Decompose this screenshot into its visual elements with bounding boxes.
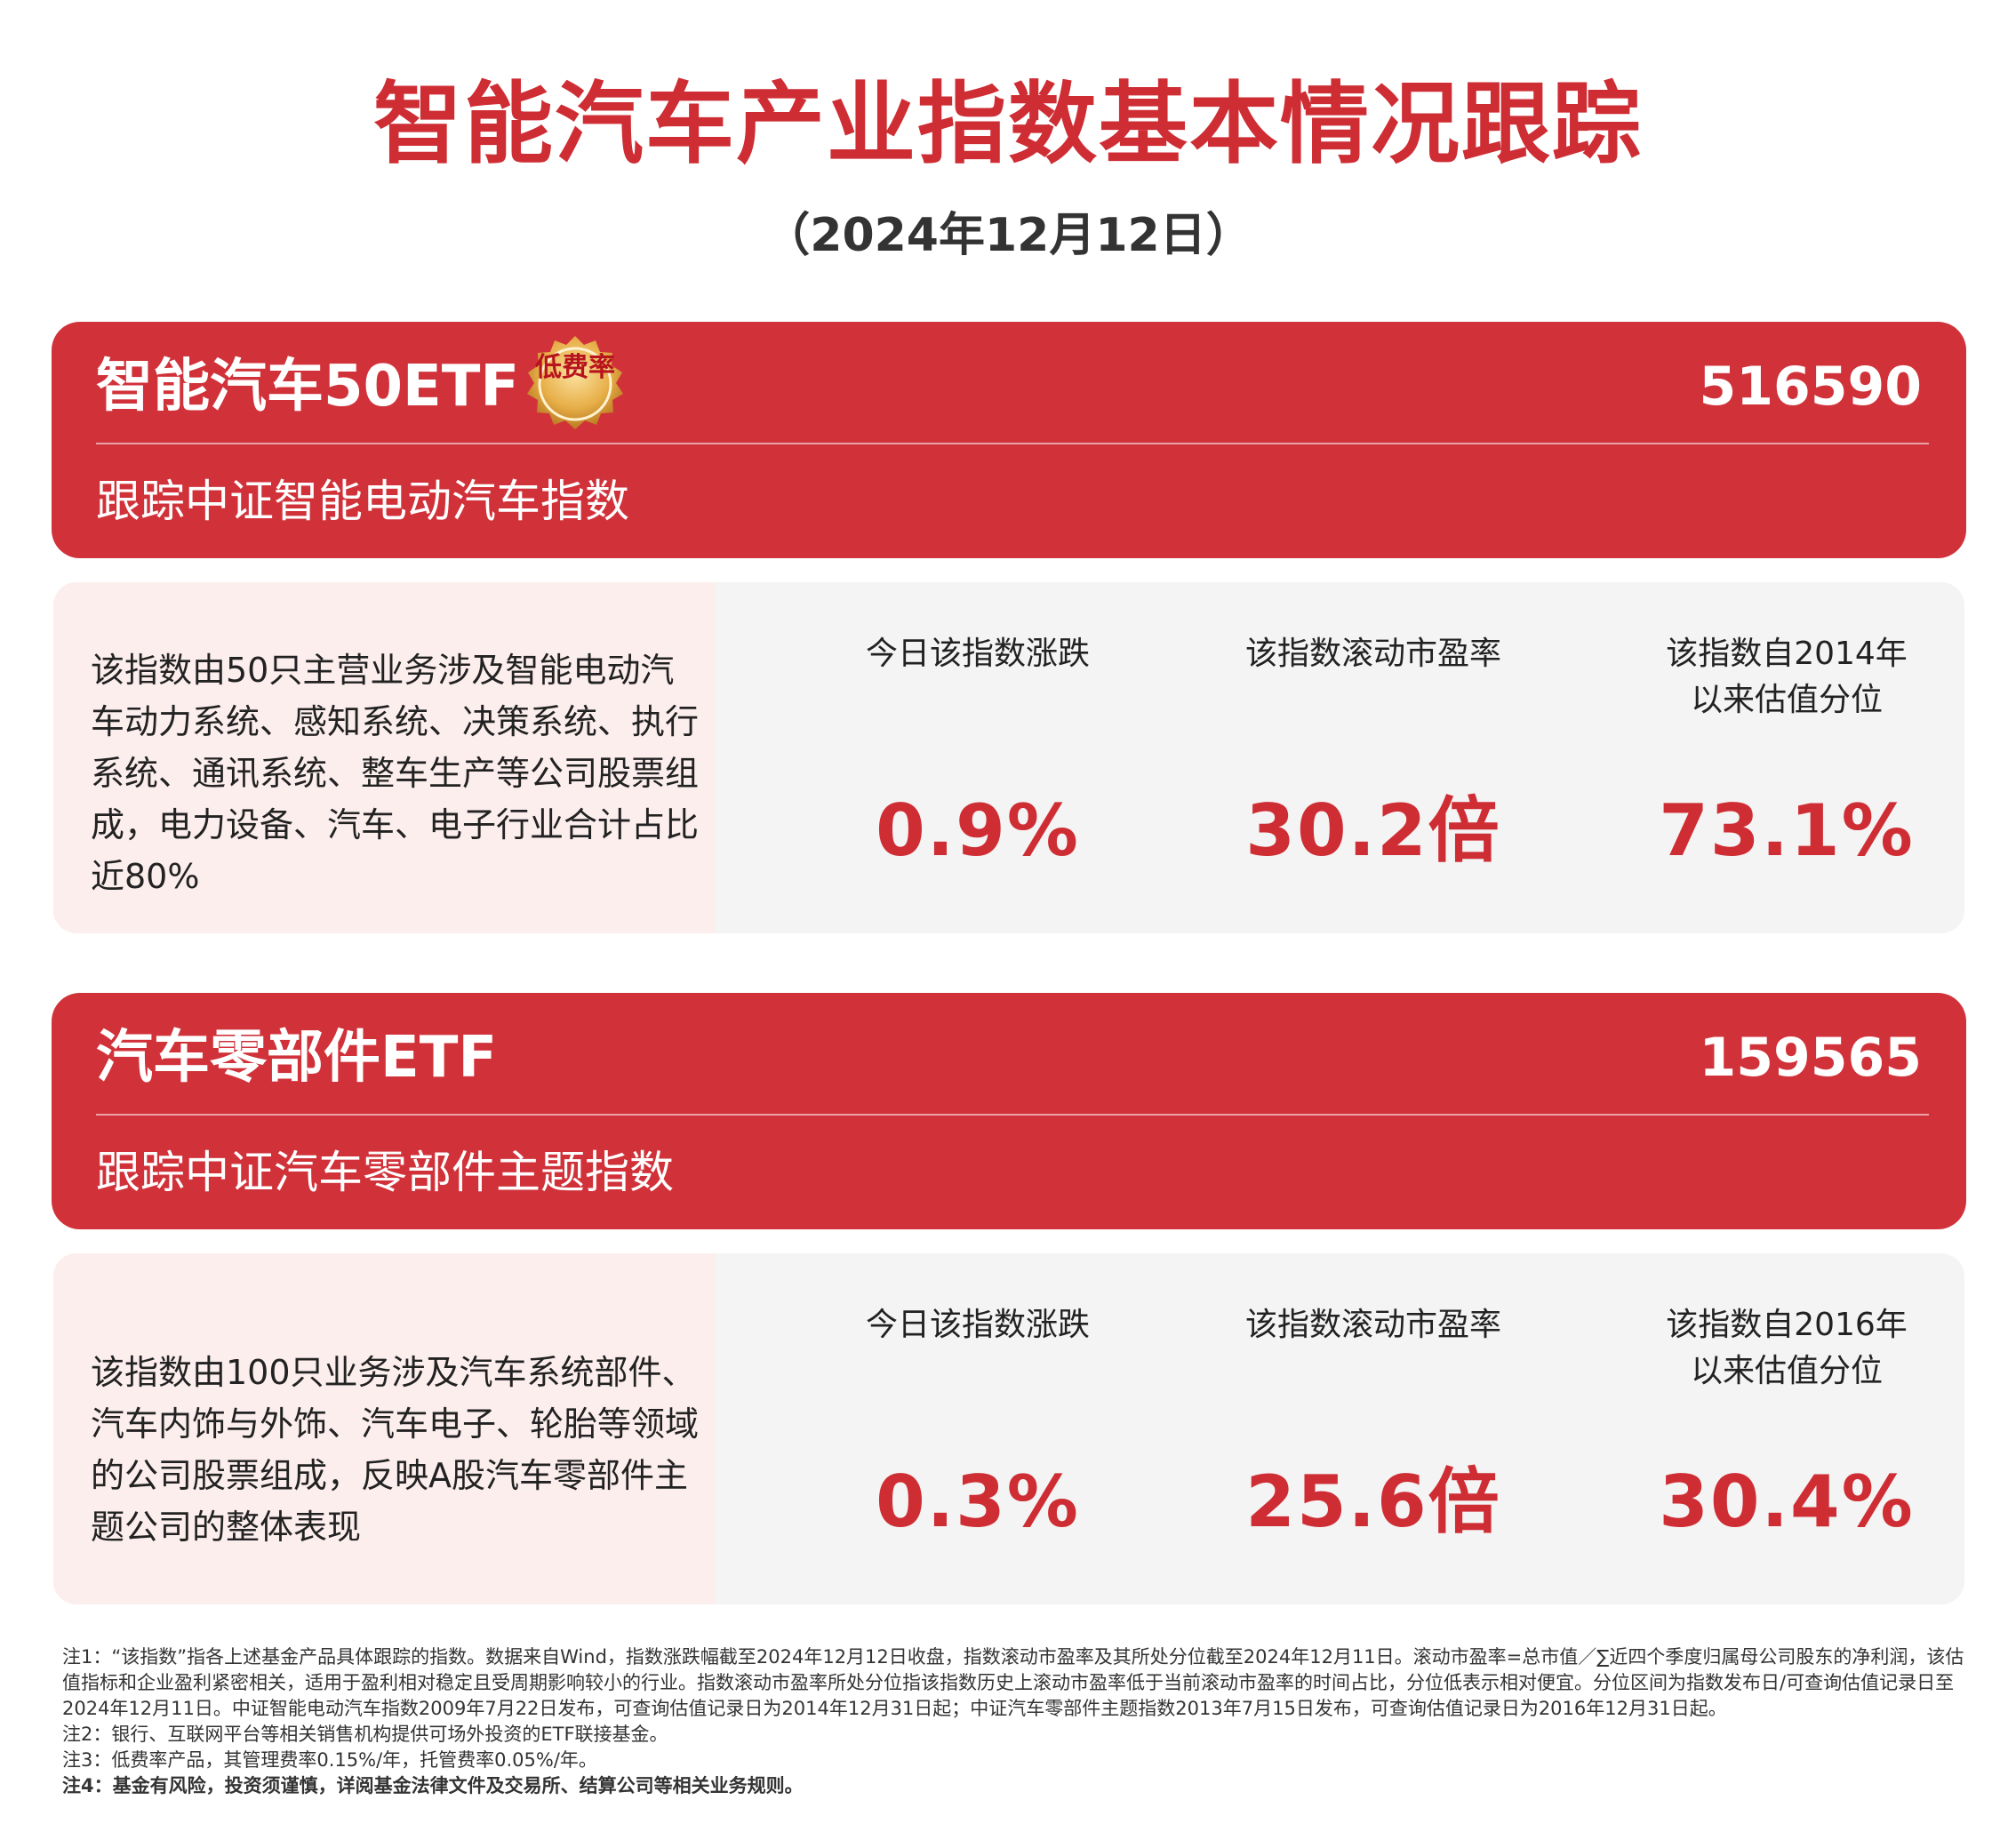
tracking-index: 跟踪中证智能电动汽车指数 (96, 476, 629, 527)
index-description: 该指数由100只业务涉及汽车系统部件、汽车内饰与外饰、汽车电子、轮胎等领域的公司… (91, 1353, 700, 1547)
seal-icon (527, 336, 623, 429)
fund-code: 159565 (1699, 1027, 1923, 1089)
stat-value: 0.9% (876, 789, 1080, 872)
stat-label: 该指数自2016年以来估值分位 (1666, 1307, 1908, 1389)
page-title: 智能汽车产业指数基本情况跟踪 (373, 72, 1643, 176)
stat-label: 今日该指数涨跌 (865, 636, 1090, 672)
low-fee-badge: 低费率 (523, 334, 628, 439)
footnote-2: 注2：银行、互联网平台等相关销售机构提供可场外投资的ETF联接基金。 (62, 1724, 668, 1745)
stat-value: 30.4% (1659, 1460, 1915, 1543)
fund-name: 汽车零部件ETF (96, 1025, 498, 1091)
stat-label: 该指数自2014年以来估值分位 (1666, 636, 1908, 718)
stat-valuation-percentile: 该指数自2014年以来估值分位 73.1% (1582, 582, 1964, 933)
footnote-4: 注4：基金有风险，投资须谨慎，详阅基金法律文件及交易所、结算公司等相关业务规则。 (62, 1775, 804, 1796)
stat-value: 73.1% (1659, 789, 1915, 872)
footnote-3: 注3：低费率产品，其管理费率0.15%/年，托管费率0.05%/年。 (62, 1749, 597, 1771)
index-description-box: 该指数由100只业务涉及汽车系统部件、汽车内饰与外饰、汽车电子、轮胎等领域的公司… (53, 1253, 716, 1604)
stat-daily-change: 今日该指数涨跌 0.3% (773, 1253, 1182, 1604)
stats-panel-auto-parts: 该指数由100只业务涉及汽车系统部件、汽车内饰与外饰、汽车电子、轮胎等领域的公司… (53, 1253, 1964, 1604)
tracking-index: 跟踪中证汽车零部件主题指数 (96, 1147, 674, 1198)
stat-pe-ratio: 该指数滚动市盈率 25.6倍 (1169, 1253, 1578, 1604)
footnote-1: 注1：“该指数”指各上述基金产品具体跟踪的指数。数据来自Wind，指数涨跌幅截至… (62, 1646, 1964, 1719)
header-divider (96, 1114, 1929, 1116)
stat-label: 今日该指数涨跌 (865, 1307, 1090, 1343)
stat-daily-change: 今日该指数涨跌 0.9% (773, 582, 1182, 933)
stat-value: 25.6倍 (1245, 1460, 1501, 1543)
footnotes: 注1：“该指数”指各上述基金产品具体跟踪的指数。数据来自Wind，指数涨跌幅截至… (62, 1644, 1964, 1799)
stat-pe-ratio: 该指数滚动市盈率 30.2倍 (1169, 582, 1578, 933)
fund-code: 516590 (1699, 356, 1923, 418)
stat-label: 该指数滚动市盈率 (1244, 1307, 1501, 1343)
header-divider (96, 443, 1929, 444)
index-description: 该指数由50只主营业务涉及智能电动汽车动力系统、感知系统、决策系统、执行系统、通… (91, 651, 700, 896)
stat-label: 该指数滚动市盈率 (1244, 636, 1501, 672)
stat-value: 30.2倍 (1245, 789, 1501, 872)
report-date: （2024年12月12日） (764, 209, 1252, 262)
fund-header-auto-parts: 汽车零部件ETF 159565 跟踪中证汽车零部件主题指数 (52, 993, 1966, 1229)
stat-valuation-percentile: 该指数自2016年以来估值分位 30.4% (1582, 1253, 1964, 1604)
index-description-box: 该指数由50只主营业务涉及智能电动汽车动力系统、感知系统、决策系统、执行系统、通… (53, 582, 716, 933)
stat-value: 0.3% (876, 1460, 1080, 1543)
fund-name: 智能汽车50ETF (96, 354, 520, 420)
stats-panel-smart-car: 该指数由50只主营业务涉及智能电动汽车动力系统、感知系统、决策系统、执行系统、通… (53, 582, 1964, 933)
fund-header-smart-car: 智能汽车50ETF 低费率 516590 跟踪中证智能电动汽车指数 (52, 322, 1966, 558)
badge-text: 低费率 (535, 352, 615, 383)
